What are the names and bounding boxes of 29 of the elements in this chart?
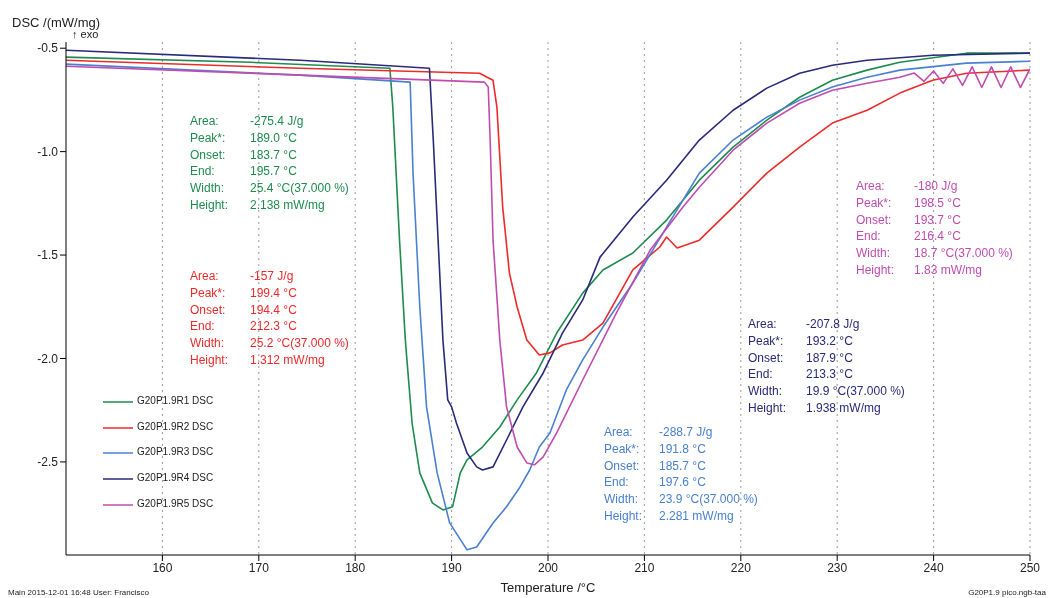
x-axis-title: Temperature /°C [500, 580, 596, 595]
x-tick-label: 160 [152, 560, 173, 575]
text: Area: -180 J/g Peak*: 198.5 °C Onset: 193.7 °C End: 216.4 °C Width: 18.7 °C(37.000 %) Height: 1.83 mW/mg [856, 179, 1013, 277]
text: Area: -275.4 J/g Peak*: 189.0 °C Onset: 183.7 °C End: 195.7 °C Width: 25.4 °C(37.000 %) Height: 2.138 mW/mg [190, 114, 349, 212]
x-tick-label: 250 [1019, 560, 1041, 575]
x-tick-label: 190 [441, 560, 462, 575]
text: Area: -288.7 J/g Peak*: 191.8 °C Onset: 185.7 °C End: 197.6 °C Width: 23.9 °C(37.000 %) Height: 2.281 mW/mg [604, 425, 758, 523]
y-tick-label: -2.0 [37, 351, 59, 366]
legend-label: G20P1.9R4 DSC [137, 472, 214, 485]
text: Area: -157 J/g Peak*: 199.4 °C Onset: 194.4 °C End: 212.3 °C Width: 25.2 °C(37.000 %) Height: 1.312 mW/mg [190, 269, 349, 367]
text: G20P1.9 pico.ngb-taa [968, 588, 1047, 597]
y-tick-label: -1.5 [37, 248, 59, 263]
legend-label: G20P1.9R1 DSC [137, 395, 214, 408]
y-axis-title: DSC /(mW/mg) [12, 15, 101, 30]
legend-label: G20P1.9R5 DSC [137, 497, 214, 511]
y-tick-label: -2.5 [37, 455, 59, 470]
legend-label: G20P1.9R2 DSC [137, 420, 214, 434]
x-tick-label: 170 [248, 560, 270, 575]
legend-label: G20P1.9R3 DSC [137, 446, 214, 459]
x-tick-label: 180 [345, 560, 366, 575]
text: Main 2015-12-01 16:48 User: Francisco [8, 588, 150, 597]
y-tick-label: -0.5 [37, 41, 59, 56]
x-tick-label: 230 [827, 560, 848, 575]
text: Area: -207.8 J/g Peak*: 193.2 °C Onset: 187.9 °C End: 213.3 °C Width: 19.9 °C(37.000 %) Height: 1.938 mW/mg [748, 317, 905, 415]
x-tick-label: 220 [730, 560, 752, 575]
x-tick-label: 210 [634, 560, 655, 575]
y-tick-label: -1.0 [37, 144, 59, 159]
x-tick-label: 240 [923, 560, 944, 575]
x-tick-label: 200 [537, 560, 559, 575]
